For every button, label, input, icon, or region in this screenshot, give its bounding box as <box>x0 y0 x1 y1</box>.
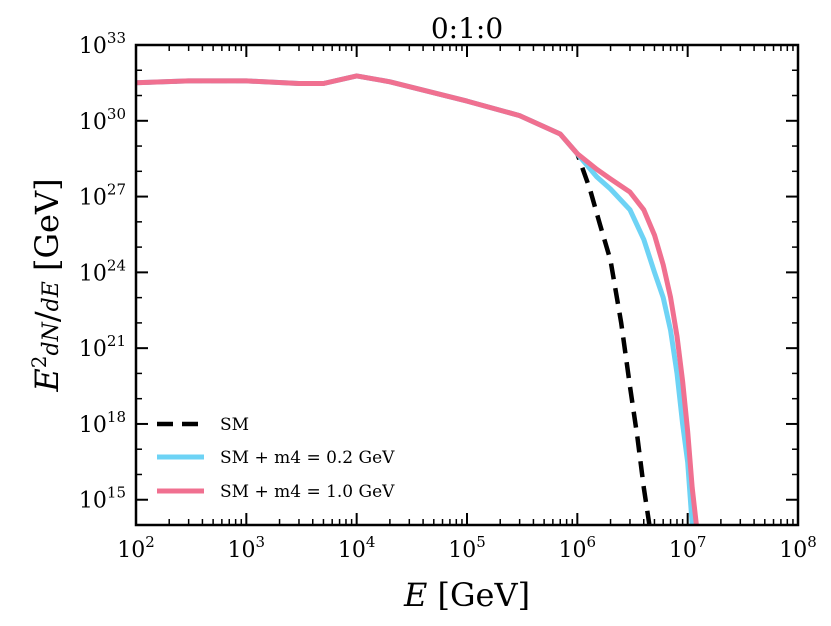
legend: SM SM + m4 = 0.2 GeV SM + m4 = 1.0 GeV <box>157 415 395 502</box>
series-line-3 <box>136 73 699 525</box>
x-tick-label: 102 <box>117 533 155 563</box>
legend-label: SM + m4 = 1.0 GeV <box>220 482 395 502</box>
x-axis-label: E [GeV] <box>403 576 530 614</box>
y-tick-label: 1021 <box>79 332 126 362</box>
x-tick-label: 103 <box>228 533 266 563</box>
y-tick-label: 1033 <box>79 29 126 59</box>
y-tick-labels: 1015 1018 1021 1024 1027 1030 1033 <box>79 29 126 514</box>
y-tick-label: 1027 <box>79 181 126 211</box>
x-tick-label: 107 <box>669 533 707 563</box>
legend-label: SM + m4 = 0.2 GeV <box>220 448 395 468</box>
x-tick-label: 105 <box>448 533 486 563</box>
x-tick-label: 108 <box>779 533 817 563</box>
y-tick-label: 1024 <box>79 256 126 286</box>
series-layer <box>136 73 699 525</box>
y-tick-label: 1015 <box>79 484 126 514</box>
y-tick-label: 1030 <box>79 105 126 135</box>
plot-frame <box>134 43 800 527</box>
y-tick-label: 1018 <box>79 408 126 438</box>
legend-label: SM <box>220 415 249 435</box>
y-axis-label: E2dN/dE [GeV] <box>27 178 66 392</box>
chart-title: 0:1:0 <box>431 12 503 45</box>
svg-text:E2dN/dE [GeV]: E2dN/dE [GeV] <box>27 178 66 392</box>
x-tick-labels: 102 103 104 105 106 107 108 <box>117 533 817 563</box>
x-tick-label: 104 <box>338 533 376 563</box>
x-tick-label: 106 <box>559 533 597 563</box>
